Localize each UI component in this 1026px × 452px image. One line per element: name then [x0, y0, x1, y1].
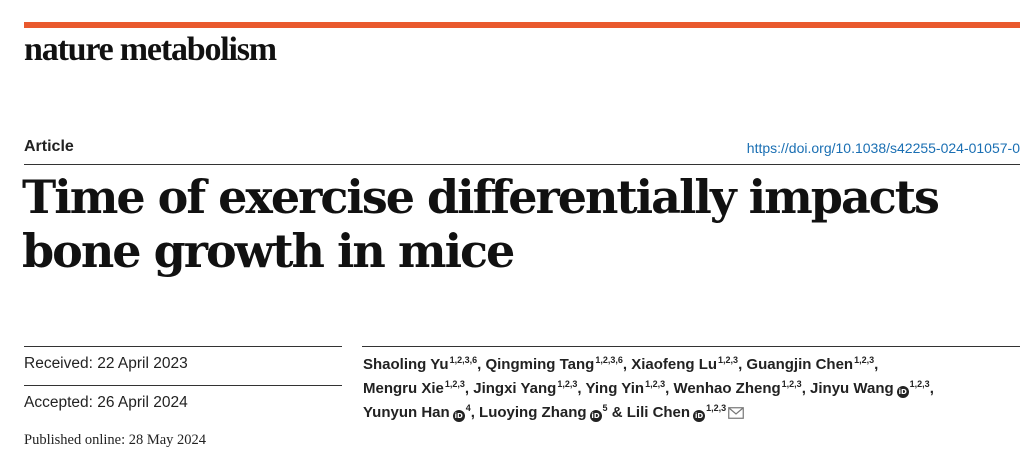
- author-line: Yunyun Han iD4, Luoying Zhang iD5 & Lili C…: [363, 401, 1018, 425]
- authors-divider-top: [362, 346, 1020, 347]
- author[interactable]: Mengru Xie1,2,3: [363, 379, 465, 398]
- published-date: Published online: 28 May 2024: [24, 432, 207, 448]
- accepted-date: Accepted: 26 April 2024: [24, 394, 188, 411]
- orcid-icon[interactable]: iD: [452, 410, 465, 422]
- author[interactable]: Xiaofeng Lu1,2,3: [631, 355, 739, 374]
- author[interactable]: Ying Yin1,2,3: [585, 379, 666, 398]
- dates-divider-middle: [24, 385, 342, 386]
- author[interactable]: Yunyun Han iD4: [363, 403, 471, 422]
- author-list: Shaoling Yu1,2,3,6, Qingming Tang1,2,3,6…: [363, 353, 1018, 425]
- author[interactable]: Guangjin Chen1,2,3: [746, 355, 875, 374]
- article-type: Article: [24, 138, 74, 155]
- author[interactable]: Lili Chen iD1,2,3: [626, 403, 727, 422]
- orcid-icon[interactable]: iD: [896, 386, 909, 398]
- envelope-icon[interactable]: [728, 407, 744, 419]
- doi-link[interactable]: https://doi.org/10.1038/s42255-024-01057…: [746, 140, 1020, 156]
- author-line: Mengru Xie1,2,3, Jingxi Yang1,2,3, Ying …: [363, 379, 934, 398]
- orcid-icon[interactable]: iD: [693, 410, 706, 422]
- dates-divider-top: [24, 346, 342, 347]
- author[interactable]: Jinyu Wang iD1,2,3: [810, 379, 930, 398]
- author[interactable]: Jingxi Yang1,2,3: [473, 379, 578, 398]
- orcid-icon[interactable]: iD: [589, 410, 602, 422]
- journal-name: nature metabolism: [24, 31, 277, 68]
- author[interactable]: Qingming Tang1,2,3,6: [485, 355, 623, 374]
- article-title: Time of exercise differentially impacts …: [22, 170, 940, 278]
- author[interactable]: Luoying Zhang iD5: [479, 403, 608, 422]
- journal-accent-bar: [24, 22, 1020, 28]
- author-line: Shaoling Yu1,2,3,6, Qingming Tang1,2,3,6…: [363, 355, 879, 374]
- received-date: Received: 22 April 2023: [24, 355, 188, 372]
- author[interactable]: Wenhao Zheng1,2,3: [673, 379, 802, 398]
- author[interactable]: Shaoling Yu1,2,3,6: [363, 355, 478, 374]
- header-divider: [24, 164, 1020, 165]
